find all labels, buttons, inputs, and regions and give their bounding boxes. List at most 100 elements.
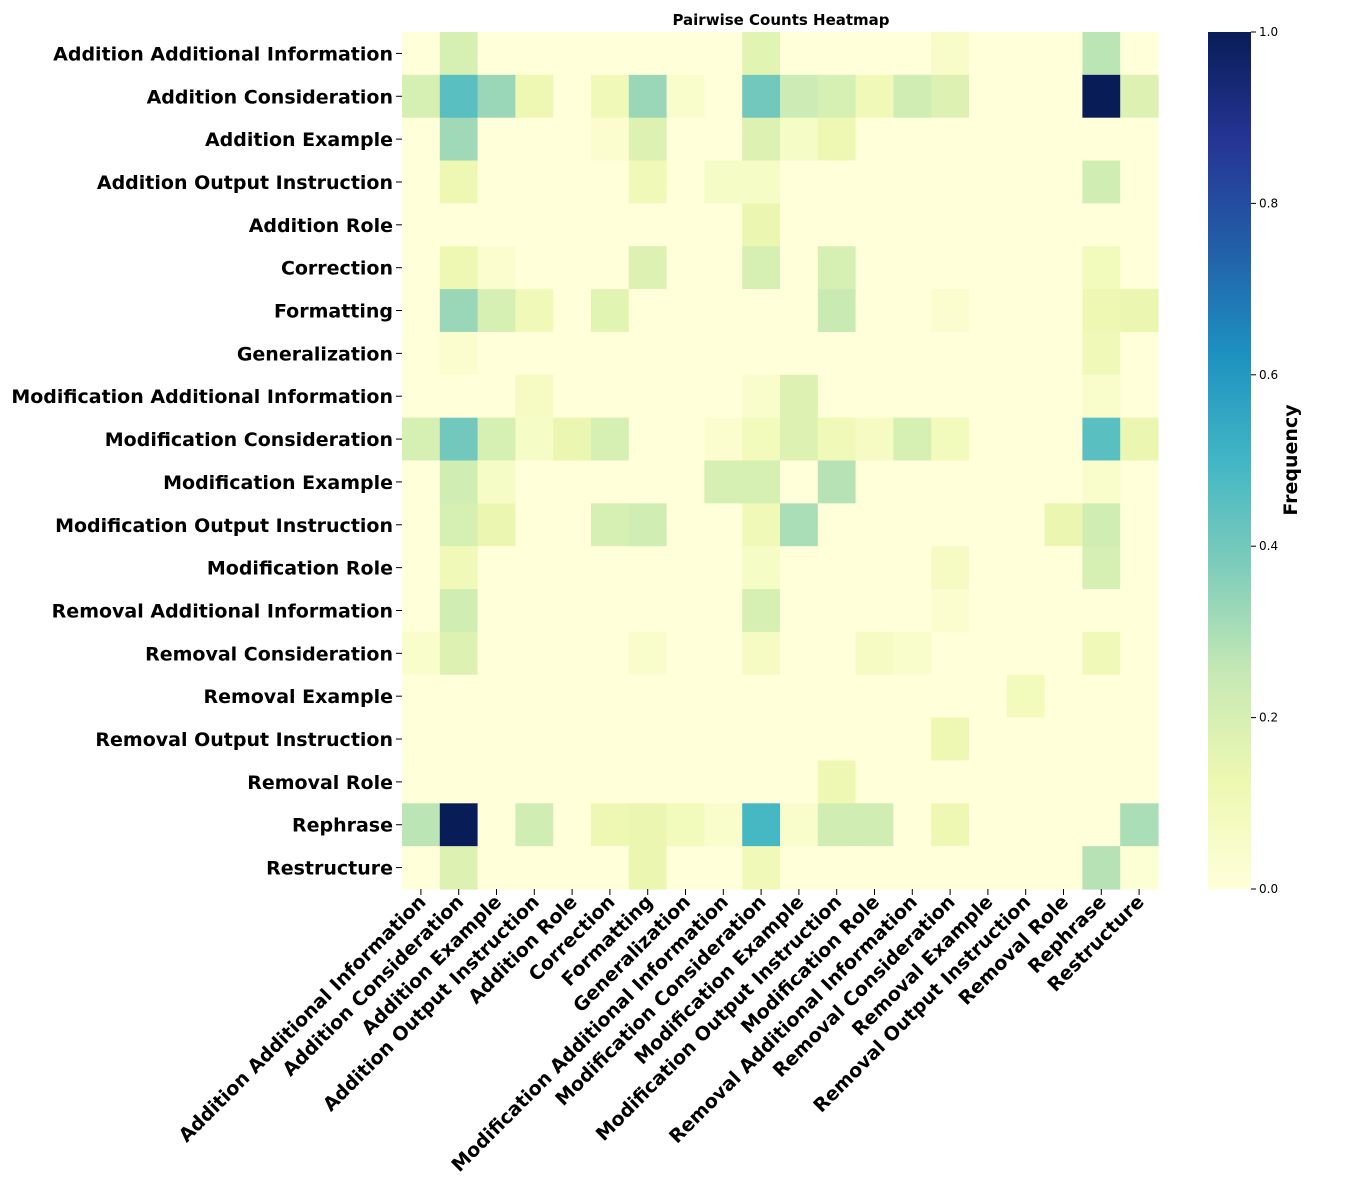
heatmap-cell [591, 74, 630, 119]
heatmap-cell [1082, 117, 1121, 162]
row-label: Rephrase [292, 815, 393, 837]
heatmap-cell [628, 503, 668, 547]
heatmap-cell [931, 846, 970, 890]
heatmap-cell [742, 331, 781, 376]
heatmap-cell [628, 117, 668, 162]
heatmap-cell [893, 32, 932, 76]
heatmap-cell [931, 32, 970, 76]
heatmap-cell [477, 32, 516, 76]
heatmap-cell [1006, 717, 1046, 762]
row-label: Modification Example [163, 472, 393, 494]
heatmap-cell [402, 760, 441, 804]
heatmap-cell [628, 246, 668, 290]
heatmap-cell [780, 160, 819, 204]
heatmap-cell [855, 417, 894, 462]
heatmap-cell [704, 546, 743, 590]
heatmap-cell [780, 760, 819, 804]
heatmap-cell [1006, 160, 1046, 204]
row-label: Addition Consideration [147, 86, 393, 108]
heatmap-cell [931, 331, 970, 376]
heatmap-cell [780, 460, 819, 504]
heatmap-cell [666, 717, 705, 762]
heatmap-cell [628, 374, 668, 419]
heatmap-cell [742, 760, 781, 804]
heatmap-cell [780, 289, 819, 333]
heatmap-cell [477, 460, 516, 504]
colorbar-label: Frequency [1280, 404, 1302, 516]
heatmap-cell [477, 160, 516, 204]
heatmap-cell [402, 417, 441, 462]
heatmap-cell [1044, 246, 1083, 290]
heatmap-cell [553, 331, 592, 376]
heatmap-cell [780, 203, 819, 247]
heatmap-cell [780, 74, 819, 119]
heatmap-cell [1120, 289, 1159, 333]
heatmap-cell [591, 246, 630, 290]
heatmap-cell [704, 74, 743, 119]
heatmap-cell [1082, 803, 1121, 847]
heatmap-cell [439, 160, 479, 204]
heatmap-cell [780, 417, 819, 462]
heatmap-cell [666, 803, 705, 847]
heatmap-cell [515, 803, 554, 847]
colorbar-tick-label: 1.0 [1259, 25, 1278, 39]
heatmap-cell [553, 803, 592, 847]
heatmap-cell [1120, 460, 1159, 504]
heatmap-cell [742, 503, 781, 547]
heatmap-cell [1044, 589, 1083, 633]
heatmap-cell [591, 203, 630, 247]
heatmap-cell [704, 374, 743, 419]
heatmap-cell [553, 117, 592, 162]
row-label: Generalization [237, 343, 393, 365]
heatmap-cell [780, 246, 819, 290]
heatmap-cell [969, 117, 1008, 162]
heatmap-cell [515, 374, 554, 419]
heatmap-cell [402, 803, 441, 847]
heatmap-cell [893, 160, 932, 204]
heatmap-cell [893, 117, 932, 162]
heatmap-cell [439, 846, 479, 890]
heatmap-cell [1120, 117, 1159, 162]
heatmap-cell [969, 331, 1008, 376]
heatmap-cell [439, 674, 479, 719]
heatmap-cell [1006, 460, 1046, 504]
heatmap-cell [855, 203, 894, 247]
heatmap-cell [477, 803, 516, 847]
heatmap-cell [591, 32, 630, 76]
heatmap-cell [1120, 331, 1159, 376]
heatmap-cell [553, 203, 592, 247]
heatmap-cell [402, 289, 441, 333]
row-label: Removal Example [203, 686, 393, 708]
heatmap-cell [1006, 589, 1046, 633]
heatmap-cell [439, 246, 479, 290]
heatmap-cell [742, 117, 781, 162]
heatmap-cell [1120, 803, 1159, 847]
heatmap-cell [1082, 160, 1121, 204]
heatmap-cell [439, 717, 479, 762]
row-label: Removal Output Instruction [95, 729, 393, 751]
row-label: Addition Additional Information [53, 43, 393, 65]
row-label: Removal Role [247, 772, 393, 794]
heatmap-cell [1044, 289, 1083, 333]
heatmap-cell [477, 374, 516, 419]
heatmap-cell [553, 717, 592, 762]
heatmap-cell [855, 760, 894, 804]
heatmap-cell [515, 246, 554, 290]
heatmap-cell [855, 631, 894, 676]
heatmap-cell [817, 417, 857, 462]
heatmap-cell [591, 289, 630, 333]
heatmap-cell [817, 460, 857, 504]
heatmap-cell [704, 246, 743, 290]
colorbar-tick-label: 0.8 [1259, 196, 1278, 210]
heatmap-cell [553, 374, 592, 419]
row-label: Addition Output Instruction [97, 172, 393, 194]
heatmap-cell [553, 160, 592, 204]
heatmap-cell [477, 846, 516, 890]
heatmap-cell [969, 374, 1008, 419]
heatmap-cell [969, 32, 1008, 76]
heatmap-cell [1044, 803, 1083, 847]
heatmap-cell [1006, 760, 1046, 804]
heatmap-cell [1006, 331, 1046, 376]
row-label: Addition Role [249, 215, 393, 237]
heatmap-cell [1082, 460, 1121, 504]
